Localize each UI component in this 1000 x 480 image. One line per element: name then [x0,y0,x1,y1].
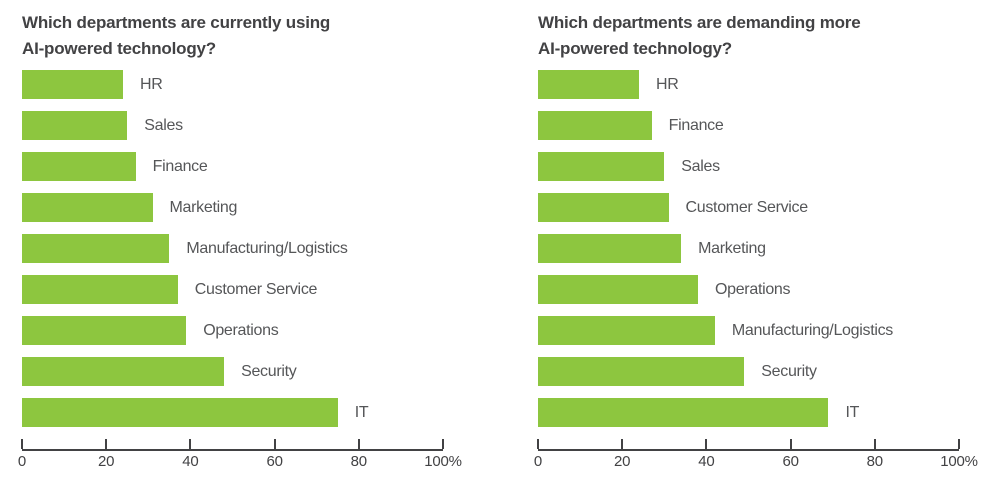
chart-title-line-1: Which departments are currently using [22,13,331,32]
x-axis: 0 20 40 60 80 100% [18,439,462,470]
axis-tick-label: 100% [424,453,462,470]
axis-tick-mark [789,439,792,449]
bar-area: HR Finance Sales Customer Service Marketing O… [538,70,959,427]
bar-label: Security [761,362,817,380]
bar-row: Security [22,357,443,386]
bar-label: Customer Service [685,198,809,216]
bar [22,275,178,304]
axis-tick-mark [105,439,108,449]
bar-label: Operations [203,321,279,339]
axis-tick-mark [873,439,876,449]
axis-tick-label: 20 [614,453,631,470]
bar-row: Security [538,357,959,386]
chart-title-line-2: AI-powered technology? [22,39,216,58]
bar-label: Finance [152,157,208,175]
bar-row: IT [538,398,959,427]
bar-label: Manufacturing/Logistics [731,321,893,339]
bar-label: IT [354,403,369,421]
chart-title-line-2: AI-powered technology? [538,39,732,58]
bar-row: IT [22,398,443,427]
bar [22,234,170,263]
bar-row: Finance [22,152,443,181]
bar-label: Sales [144,116,183,134]
bar-row: Marketing [538,234,959,263]
bar-row: Customer Service [538,193,959,222]
axis-tick-mark [189,439,192,449]
bar [538,316,715,345]
axis-tick-label: 40 [698,453,715,470]
axis-tick-label: 0 [533,453,543,470]
bar-label: Marketing [169,198,238,216]
axis-tick-label: 40 [182,453,199,470]
bar [22,111,128,140]
bar-label: Manufacturing/Logistics [186,239,348,257]
bar-row: Sales [538,152,959,181]
bar [538,193,669,222]
axis-tick-mark [621,439,624,449]
bar-label: HR [656,75,679,93]
bar-label: Finance [668,116,724,134]
bar [538,275,698,304]
x-axis: 0 20 40 60 80 100% [534,439,978,470]
chart-title: Which departments are demanding more AI-… [538,10,1000,62]
bar-row: HR [538,70,959,99]
axis-tick-mark [21,439,23,449]
bar-area: HR Sales Finance Marketing Manufacturing/Log… [22,70,443,427]
bar-row: Customer Service [22,275,443,304]
chart-demanding-more: Which departments are demanding more AI-… [534,10,1000,470]
bar [538,357,745,386]
axis-tick-label: 20 [98,453,115,470]
bar-label: Security [241,362,297,380]
bar-label: Operations [714,280,791,298]
axis-tick-mark [442,439,444,449]
axis-tick-label: 80 [350,453,368,470]
bar [538,152,665,181]
bar-label: Customer Service [194,280,318,298]
axis-tick-mark [705,439,708,449]
bar [538,398,829,427]
bar [22,193,153,222]
bar-label: Sales [681,157,720,175]
bar-row: Sales [22,111,443,140]
bar [538,70,640,99]
axis-tick-label: 0 [17,453,27,470]
bar-label: IT [845,403,860,421]
bar [22,357,225,386]
axis-tick-mark [273,439,276,449]
bar-label: Marketing [698,239,766,257]
chart-currently-using: Which departments are currently using AI… [18,10,484,470]
bar-row: Operations [538,275,959,304]
axis-tick-mark [958,439,960,449]
axis-tick-label: 80 [866,453,884,470]
bar-row: Manufacturing/Logistics [538,316,959,345]
bar [22,316,187,345]
bar [538,111,652,140]
bar [22,70,124,99]
bar [22,398,338,427]
axis-tick-label: 60 [782,453,799,470]
axis-tick-mark [357,439,360,449]
chart-title-line-1: Which departments are demanding more [538,13,861,32]
chart-title: Which departments are currently using AI… [22,10,484,62]
bar-row: Manufacturing/Logistics [22,234,443,263]
axis-tick-label: 60 [266,453,283,470]
bar-label: HR [140,75,163,93]
axis-tick-mark [537,439,539,449]
bar [22,152,136,181]
bar-row: HR [22,70,443,99]
bar-row: Marketing [22,193,443,222]
bar-row: Operations [22,316,443,345]
bar [538,234,682,263]
axis-tick-label: 100% [940,453,978,470]
bar-row: Finance [538,111,959,140]
